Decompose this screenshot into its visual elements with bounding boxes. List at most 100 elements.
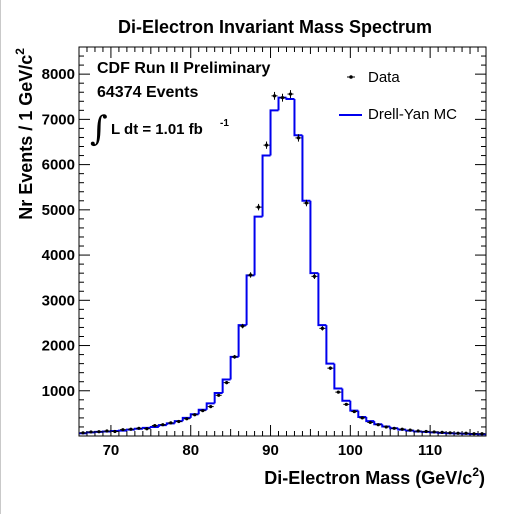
x-tick-label: 110 — [418, 442, 442, 459]
data-point-marker — [129, 427, 133, 431]
y-axis-label-sup: 2 — [13, 48, 27, 55]
data-point-marker — [288, 92, 293, 96]
data-point — [271, 91, 278, 100]
data-point-marker — [264, 143, 269, 147]
data-point-marker — [328, 366, 332, 370]
y-tick-label: 3000 — [42, 292, 75, 309]
data-point — [415, 429, 422, 433]
y-tick-label: 6000 — [42, 157, 75, 174]
data-point-marker — [113, 429, 117, 434]
data-point — [479, 432, 485, 436]
data-point — [455, 431, 462, 435]
data-point-marker — [193, 413, 197, 417]
data-point — [143, 427, 150, 431]
mc-bin — [237, 324, 247, 357]
data-point-marker — [81, 431, 85, 435]
data-point — [119, 428, 126, 432]
mc-bin — [229, 355, 239, 380]
data-point — [255, 203, 262, 211]
data-point — [399, 427, 406, 431]
x-tick-label: 90 — [262, 442, 279, 459]
data-point — [279, 93, 286, 102]
mc-bin — [309, 200, 319, 275]
data-point — [87, 430, 94, 434]
y-tick-label: 4000 — [42, 247, 75, 264]
mc-bin — [341, 388, 351, 402]
data-point — [471, 432, 478, 436]
data-point — [151, 423, 158, 428]
data-point-marker — [137, 426, 141, 430]
data-point-marker — [145, 427, 149, 431]
legend: Data Drell-Yan MC — [339, 69, 457, 123]
data-point-marker — [376, 423, 380, 427]
mc-bin — [253, 215, 263, 276]
data-point-marker — [312, 274, 317, 278]
data-point-marker — [225, 381, 229, 385]
legend-mc-label: Drell-Yan MC — [368, 106, 457, 123]
data-point — [359, 416, 366, 420]
data-point — [303, 199, 310, 207]
data-point-marker — [480, 432, 484, 436]
mc-bin — [285, 97, 295, 101]
data-point-marker — [440, 430, 444, 434]
mc-bin — [141, 426, 151, 429]
mc-bin — [221, 378, 231, 394]
data-point-marker — [201, 409, 205, 413]
data-point-marker — [233, 355, 237, 359]
data-point — [319, 326, 326, 331]
x-axis-label-sup: 2 — [472, 465, 479, 479]
data-point — [183, 417, 190, 421]
data-point — [247, 272, 254, 278]
data-point-marker — [240, 324, 245, 328]
x-axis-ticks: 70 80 90 100 110 — [78, 47, 487, 459]
y-tick-label: 7000 — [42, 111, 75, 128]
mc-bin — [293, 99, 303, 137]
data-point-marker — [456, 431, 460, 435]
y-tick-label: 5000 — [42, 202, 75, 219]
data-point-marker — [368, 420, 372, 425]
data-point-marker — [336, 390, 340, 394]
mc-bin — [349, 400, 359, 412]
data-point — [80, 431, 86, 435]
data-point — [407, 428, 414, 432]
data-point — [335, 390, 342, 394]
data-point-marker — [384, 425, 388, 429]
data-point — [175, 419, 182, 424]
data-point — [375, 423, 382, 427]
mc-bin — [333, 363, 343, 390]
data-point-marker — [153, 423, 157, 428]
mc-bin — [261, 154, 271, 217]
data-point-marker — [296, 136, 301, 140]
data-point — [111, 429, 118, 434]
x-axis-label: Di-Electron Mass (GeV/c2) — [264, 465, 485, 488]
x-axis-label-end: ) — [479, 468, 485, 488]
data-point — [439, 430, 446, 434]
data-point — [367, 420, 374, 425]
mc-bin — [197, 408, 207, 415]
data-point-marker — [89, 430, 93, 434]
data-point-marker — [105, 429, 109, 433]
x-tick-label: 80 — [182, 442, 199, 459]
data-point — [215, 393, 222, 397]
data-point-marker — [217, 393, 221, 397]
data-point-marker — [272, 94, 277, 98]
data-point — [391, 426, 398, 430]
chart-title: Di-Electron Invariant Mass Spectrum — [118, 17, 432, 37]
mc-bin — [365, 417, 375, 423]
data-point-marker — [97, 430, 101, 434]
mc-bin — [301, 135, 311, 202]
data-point — [127, 427, 134, 431]
x-tick-label: 70 — [103, 442, 120, 459]
data-point — [463, 431, 470, 435]
mc-bin — [149, 425, 159, 428]
annotation-events: 64374 Events — [97, 84, 199, 101]
data-point — [103, 429, 110, 433]
data-point-marker — [177, 419, 181, 424]
plot-area: 70 80 90 100 110 1000 2000 3000 4000 5000 6000 700… — [42, 46, 487, 459]
data-point-marker — [121, 428, 125, 432]
data-point-marker — [424, 429, 428, 434]
data-point-marker — [280, 96, 285, 100]
y-tick-label: 1000 — [42, 383, 75, 400]
